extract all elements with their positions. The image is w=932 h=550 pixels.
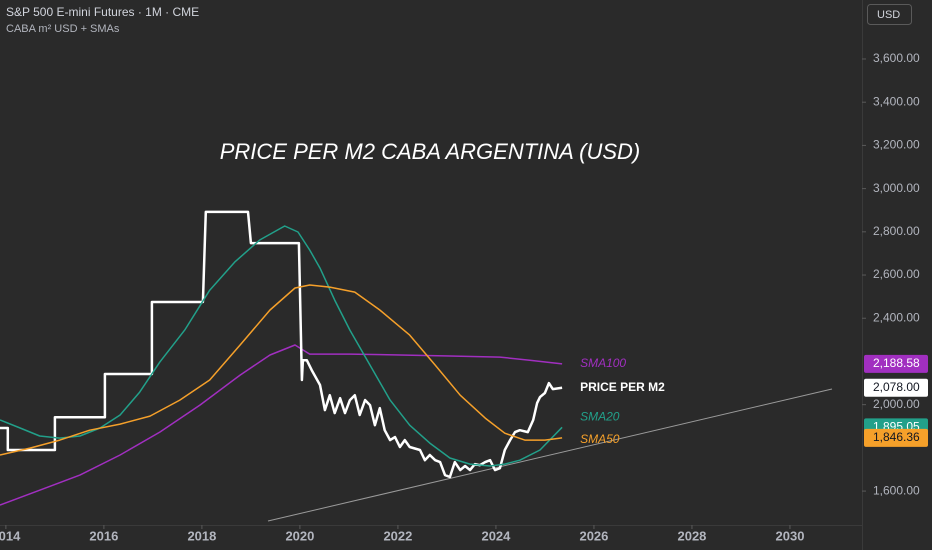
y-tick-label: 3,000.00 [873, 181, 920, 195]
last-value-box [864, 354, 928, 373]
symbol: S&P 500 E-mini Futures · 1M · CME [6, 5, 199, 19]
y-tick-label: 3,600.00 [873, 51, 920, 65]
trend-line [267, 388, 833, 522]
x-tick-label: 2026 [579, 528, 608, 543]
currency-box[interactable] [867, 4, 912, 25]
x-tick-label: 2018 [187, 528, 216, 543]
last-value-label: 1,846.36 [873, 430, 920, 444]
y-tick-label: 2,400.00 [873, 310, 920, 324]
currency[interactable]: USD [877, 9, 900, 21]
plot-area [0, 210, 563, 506]
last-value-box [864, 428, 928, 447]
x-tick-label: 2020 [285, 528, 314, 543]
y-tick-label: 2,600.00 [873, 267, 920, 281]
last-value-label: 2,078.00 [873, 380, 920, 394]
x-tick-label: 2016 [89, 528, 118, 543]
y-tick-label: 2,000.00 [873, 397, 920, 411]
series-name: SMA100 [580, 356, 626, 370]
series-name: SMA20 [580, 410, 620, 424]
series-name: PRICE PER M2 [580, 380, 665, 394]
study: CABA m² USD + SMAs [6, 23, 120, 35]
y-tick-label: 3,200.00 [873, 138, 920, 152]
y-tick-label: 2,800.00 [873, 224, 920, 238]
x-tick-label: 2022 [383, 528, 412, 543]
x-tick-label: 2028 [677, 528, 706, 543]
chart-title: PRICE PER M2 CABA ARGENTINA (USD) [220, 139, 641, 164]
last-value-box [864, 378, 928, 397]
series-name: SMA50 [580, 432, 620, 446]
x-tick-label: 2024 [481, 528, 511, 543]
series-line [0, 210, 563, 479]
x-tick-label: 2014 [0, 528, 21, 543]
y-tick-label: 3,400.00 [873, 94, 920, 108]
last-value-label: 2,188.58 [873, 356, 920, 370]
series-line [0, 284, 563, 456]
series-line [0, 344, 563, 506]
y-tick-label: 1,600.00 [873, 483, 920, 497]
x-tick-label: 2030 [776, 528, 805, 543]
